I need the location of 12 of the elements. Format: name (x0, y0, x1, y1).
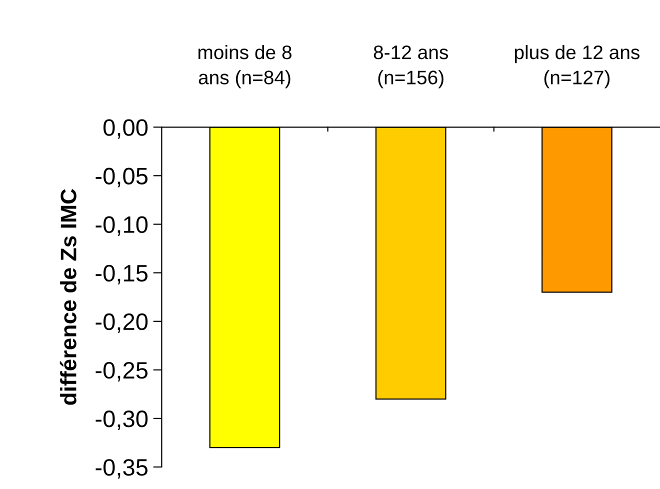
y-tick-label: -0,05 (96, 168, 148, 188)
y-tick-label: -0,30 (96, 410, 148, 430)
x-tick-label: 8-12 ans (n=156) (374, 45, 448, 88)
y-tick-label: -0,10 (96, 216, 148, 236)
y-tick-label: -0,15 (96, 264, 148, 284)
y-tick-label: 0,00 (103, 119, 148, 139)
y-tick-label: -0,20 (96, 313, 148, 333)
x-tick-label: plus de 12 ans (n=127) (514, 44, 640, 88)
y-tick-label: -0,25 (96, 362, 148, 382)
x-tick-label: moins de 8 ans (n=84) (198, 44, 292, 88)
y-tick-label: -0,35 (96, 459, 148, 479)
y-axis-title: différence de Zs IMC (60, 189, 76, 405)
